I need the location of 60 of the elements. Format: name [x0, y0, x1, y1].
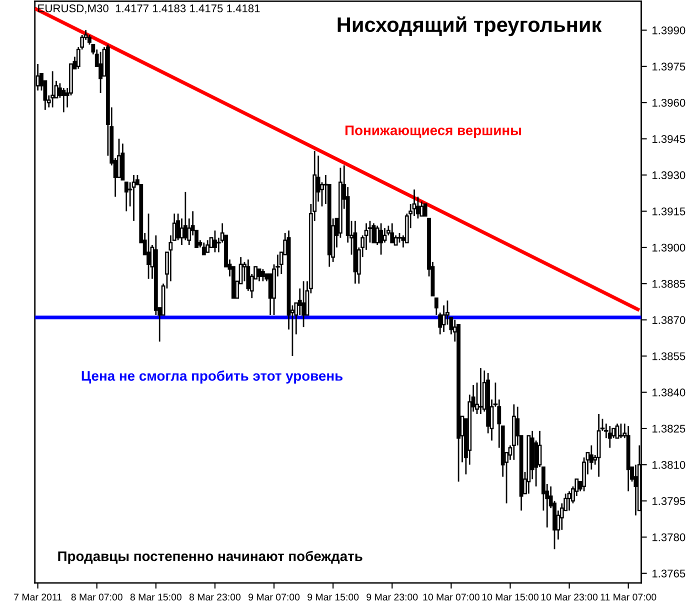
candlestick — [98, 51, 102, 94]
candlestick — [50, 70, 55, 108]
x-tick-label: 7 Mar 2011 — [14, 594, 62, 601]
y-tick-label: 1.3885 — [652, 280, 686, 288]
x-tick-label: 11 Mar 07:00 — [600, 594, 656, 601]
candlestick — [478, 367, 483, 415]
candlestick — [302, 280, 306, 328]
candlestick — [615, 422, 620, 439]
x-tick-label: 9 Mar 23:00 — [366, 594, 418, 601]
y-tick-label: 1.3780 — [652, 533, 686, 542]
y-tick-label: 1.3990 — [652, 26, 686, 34]
y-tick-label: 1.3855 — [652, 352, 686, 360]
candlestick — [442, 304, 446, 333]
y-tick-label: 1.3870 — [652, 316, 686, 324]
ref-line-label: Цена не смогла пробить этот уровень — [82, 370, 343, 384]
x-tick-label: 8 Mar 23:00 — [189, 594, 241, 601]
text: Нисходящий треугольник — [338, 16, 602, 36]
candlestick — [213, 230, 217, 253]
y-tick-label: 1.3840 — [652, 388, 686, 396]
x-tick-label: 10 Mar 15:00 — [482, 594, 538, 601]
candlestick — [180, 218, 184, 246]
candlestick — [206, 239, 210, 253]
y-tick-label: 1.3915 — [652, 207, 686, 216]
candlestick — [589, 444, 594, 470]
candlestick — [634, 464, 638, 516]
y-tick-label: 1.3825 — [652, 424, 686, 433]
y-tick-label: 1.3765 — [652, 570, 686, 578]
y-tick-label: 1.3975 — [652, 62, 686, 71]
candlestick — [124, 182, 128, 212]
candlestick — [132, 174, 136, 222]
x-tick-label: 8 Mar 07:00 — [71, 594, 122, 601]
series-label: Понижающиеся вершины — [345, 126, 521, 138]
candlestick — [379, 222, 383, 256]
y-tick-label: 1.3960 — [652, 98, 686, 107]
candlestick — [420, 200, 424, 217]
candlestick — [394, 234, 398, 246]
candlestick — [608, 425, 612, 448]
x-tick-label: 8 Mar 15:00 — [130, 594, 182, 601]
candlestick — [202, 242, 206, 256]
candlestick — [260, 268, 265, 282]
candlestick — [390, 222, 394, 244]
candlestick — [257, 268, 262, 282]
annotation: Продавцы постепенно начинают побеждать — [58, 550, 362, 564]
candlestick — [567, 490, 572, 512]
x-tick-label: 9 Mar 07:00 — [248, 594, 300, 601]
y-tick-label: 1.3795 — [652, 497, 686, 506]
y-tick-label: 1.3900 — [652, 244, 686, 252]
candlestick — [183, 191, 188, 241]
candlestick — [146, 212, 150, 280]
y-tick-label: 1.3930 — [652, 171, 686, 180]
y-tick-label: 1.3945 — [652, 135, 686, 143]
x-tick-label: 10 Mar 07:00 — [423, 594, 480, 601]
annotation: EURUSD,M30 1.4177 1.4183 1.4175 1.4181 — [38, 4, 260, 14]
candlestick — [372, 222, 376, 244]
y-tick-label: 1.3810 — [652, 460, 686, 469]
x-tick-label: 9 Mar 15:00 — [308, 594, 359, 601]
candlestick — [382, 227, 387, 244]
candlestick — [62, 87, 66, 113]
candlestick — [176, 212, 180, 241]
x-tick-label: 10 Mar 23:00 — [541, 594, 598, 601]
